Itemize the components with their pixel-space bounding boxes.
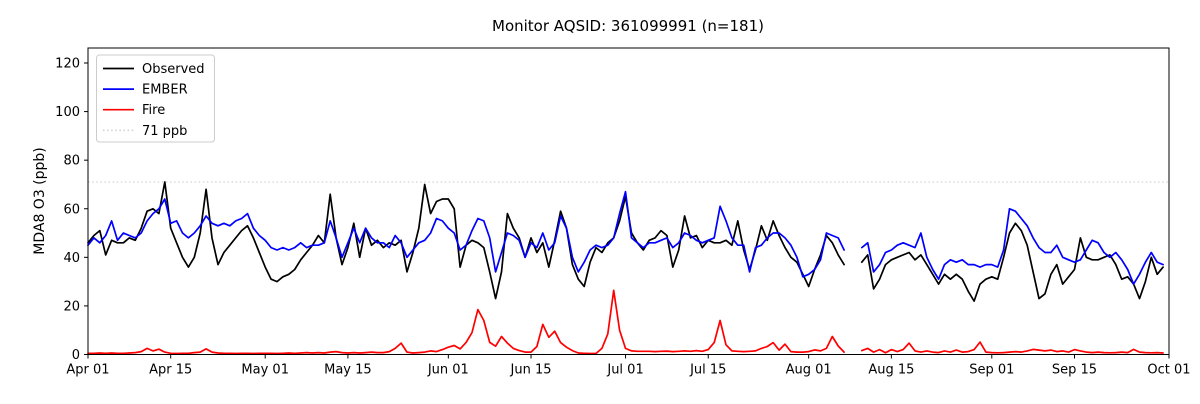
plot-area xyxy=(87,47,1170,355)
legend-label: Observed xyxy=(142,62,205,77)
y-tick-label: 40 xyxy=(63,251,80,266)
x-tick-label: Sep 01 xyxy=(969,363,1014,378)
x-tick-label: Jul 15 xyxy=(689,363,726,378)
y-tick-label: 60 xyxy=(63,202,80,217)
chart-title: Monitor AQSID: 361099991 (n=181) xyxy=(492,17,764,35)
y-tick-label: 100 xyxy=(55,105,80,120)
y-axis: 0 20 40 60 80 100 120 xyxy=(55,57,88,363)
x-tick-label: Jun 01 xyxy=(427,363,469,378)
series-line-fire xyxy=(87,289,1164,355)
x-tick-label: Sep 15 xyxy=(1052,363,1097,378)
x-tick-label: Aug 01 xyxy=(786,363,832,378)
x-axis: Apr 01 Apr 15 May 01 May 15 Jun 01 Jun 15 Jul … xyxy=(66,354,1191,378)
series-line-ember xyxy=(87,190,1164,285)
x-tick-label: Oct 01 xyxy=(1147,363,1190,378)
legend-label: 71 ppb xyxy=(142,124,187,139)
legend: Observed EMBER Fire 71 ppb xyxy=(96,54,215,143)
plot-background xyxy=(88,48,1169,355)
y-tick-label: 0 xyxy=(72,348,80,363)
x-tick-label: Aug 15 xyxy=(868,363,914,378)
x-tick-label: Apr 01 xyxy=(66,363,109,378)
y-tick-label: 80 xyxy=(63,154,80,169)
x-tick-label: May 01 xyxy=(241,363,289,378)
x-tick-label: Jul 01 xyxy=(606,363,643,378)
y-tick-label: 120 xyxy=(55,57,80,72)
legend-box xyxy=(96,54,215,143)
legend-label: Fire xyxy=(142,103,165,118)
series-lines xyxy=(87,181,1164,355)
plot-border xyxy=(87,47,1170,355)
y-axis-label: MDA8 O3 (ppb) xyxy=(32,147,48,255)
x-tick-label: Jun 15 xyxy=(510,363,552,378)
y-tick-label: 20 xyxy=(63,299,80,314)
legend-label: EMBER xyxy=(142,83,188,98)
x-tick-label: Apr 15 xyxy=(149,363,192,378)
x-tick-label: May 15 xyxy=(324,363,372,378)
